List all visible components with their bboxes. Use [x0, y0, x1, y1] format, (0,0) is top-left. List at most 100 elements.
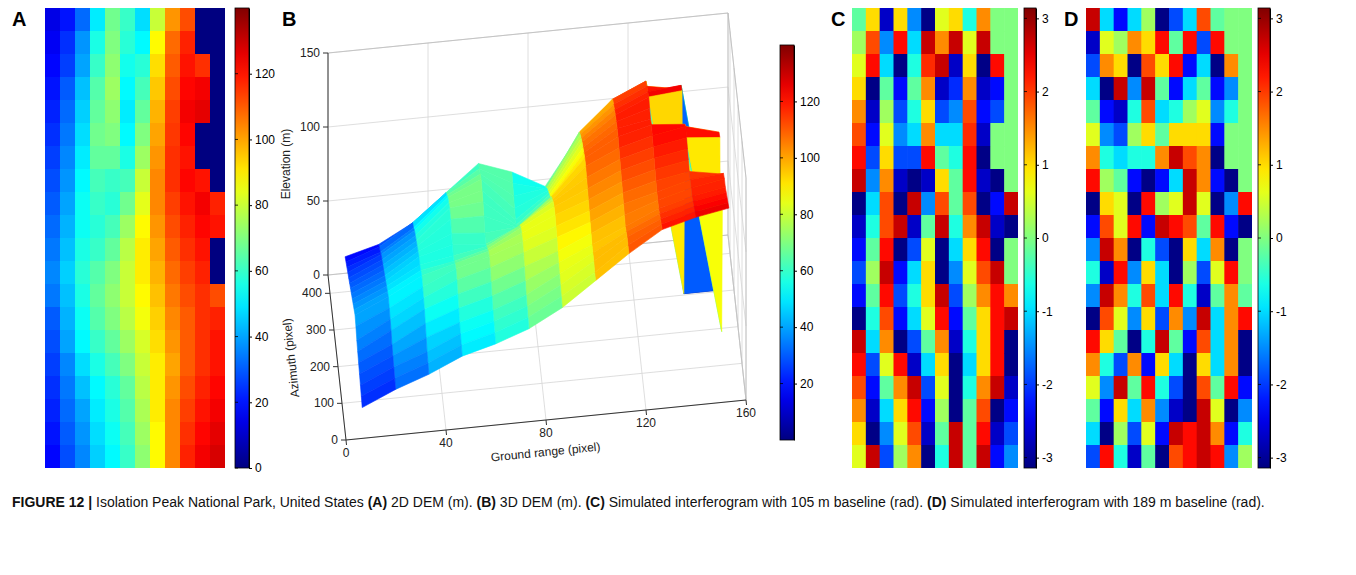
cell — [1211, 330, 1225, 354]
cell — [880, 399, 894, 423]
tick: 3 — [1036, 12, 1049, 26]
cell — [105, 123, 121, 147]
cell — [1169, 445, 1183, 468]
cell — [1004, 31, 1018, 55]
cell — [195, 399, 211, 423]
cell — [1141, 376, 1155, 400]
cell — [907, 8, 921, 32]
cell — [1197, 353, 1211, 377]
cell — [852, 238, 866, 262]
cell — [1114, 238, 1128, 262]
cell — [1100, 8, 1114, 32]
cell — [1128, 123, 1142, 147]
cell — [1100, 169, 1114, 193]
grid-line — [346, 400, 746, 440]
cell — [1183, 31, 1197, 55]
cell — [880, 215, 894, 239]
cell — [1100, 353, 1114, 377]
cell — [1100, 445, 1114, 468]
cell — [1183, 399, 1197, 423]
cell — [105, 77, 121, 101]
cell — [977, 353, 991, 377]
tick-mark — [323, 53, 328, 54]
cell — [1224, 169, 1238, 193]
grid-line — [328, 275, 346, 440]
cell — [195, 284, 211, 308]
tick-mark — [1036, 238, 1039, 239]
cell — [75, 399, 91, 423]
tick: 1 — [1036, 158, 1049, 172]
cell — [1183, 307, 1197, 331]
cell — [150, 307, 166, 331]
cell — [907, 399, 921, 423]
cell — [1183, 445, 1197, 468]
cell — [894, 146, 908, 170]
cell — [180, 31, 196, 55]
colorbar-frame — [1024, 8, 1036, 468]
cell — [1128, 307, 1142, 331]
cell — [963, 307, 977, 331]
cell — [180, 353, 196, 377]
cell — [852, 123, 866, 147]
cell — [75, 376, 91, 400]
cell — [1197, 215, 1211, 239]
cell — [963, 445, 977, 468]
cell — [60, 146, 76, 170]
cell — [1224, 445, 1238, 468]
cell — [880, 307, 894, 331]
cell — [1141, 284, 1155, 308]
cell — [135, 261, 151, 285]
tick-mark — [794, 214, 797, 215]
cell — [866, 445, 880, 468]
colorbar-frame — [780, 45, 794, 440]
cell — [1224, 8, 1238, 32]
cell — [1169, 261, 1183, 285]
cell — [1128, 192, 1142, 216]
cell — [150, 376, 166, 400]
cell — [1224, 330, 1238, 354]
cell — [977, 261, 991, 285]
cell — [180, 169, 196, 193]
cell — [1211, 238, 1225, 262]
tick-mark — [1258, 457, 1261, 458]
cell — [1086, 445, 1100, 468]
cell — [866, 330, 880, 354]
cell — [880, 169, 894, 193]
cell — [135, 146, 151, 170]
cell — [990, 261, 1004, 285]
cell — [1141, 399, 1155, 423]
cell — [1211, 261, 1225, 285]
cell — [1224, 284, 1238, 308]
cell — [1114, 8, 1128, 32]
cell — [852, 8, 866, 32]
cell — [210, 399, 225, 423]
tick-mark — [780, 270, 783, 271]
cell — [949, 422, 963, 446]
cell — [907, 238, 921, 262]
cell — [150, 422, 166, 446]
cell — [1100, 422, 1114, 446]
tick-label: 0 — [255, 461, 262, 475]
cell — [921, 330, 935, 354]
colorbar-gradient — [1258, 8, 1270, 468]
cell — [120, 353, 136, 377]
tick-mark — [235, 139, 238, 140]
tick-label: -2 — [1042, 378, 1053, 392]
cell — [135, 330, 151, 354]
tick-mark — [1024, 91, 1027, 92]
cell — [105, 100, 121, 124]
cell — [210, 330, 225, 354]
cell — [935, 215, 949, 239]
cell — [1141, 123, 1155, 147]
cell — [1155, 307, 1169, 331]
cell — [1169, 77, 1183, 101]
cell — [135, 8, 151, 32]
cell — [1224, 31, 1238, 55]
cell — [1141, 146, 1155, 170]
tick-mark — [1036, 18, 1039, 19]
cell — [210, 376, 225, 400]
cell — [1114, 100, 1128, 124]
cell — [921, 192, 935, 216]
cell — [1183, 146, 1197, 170]
cell — [60, 8, 76, 32]
